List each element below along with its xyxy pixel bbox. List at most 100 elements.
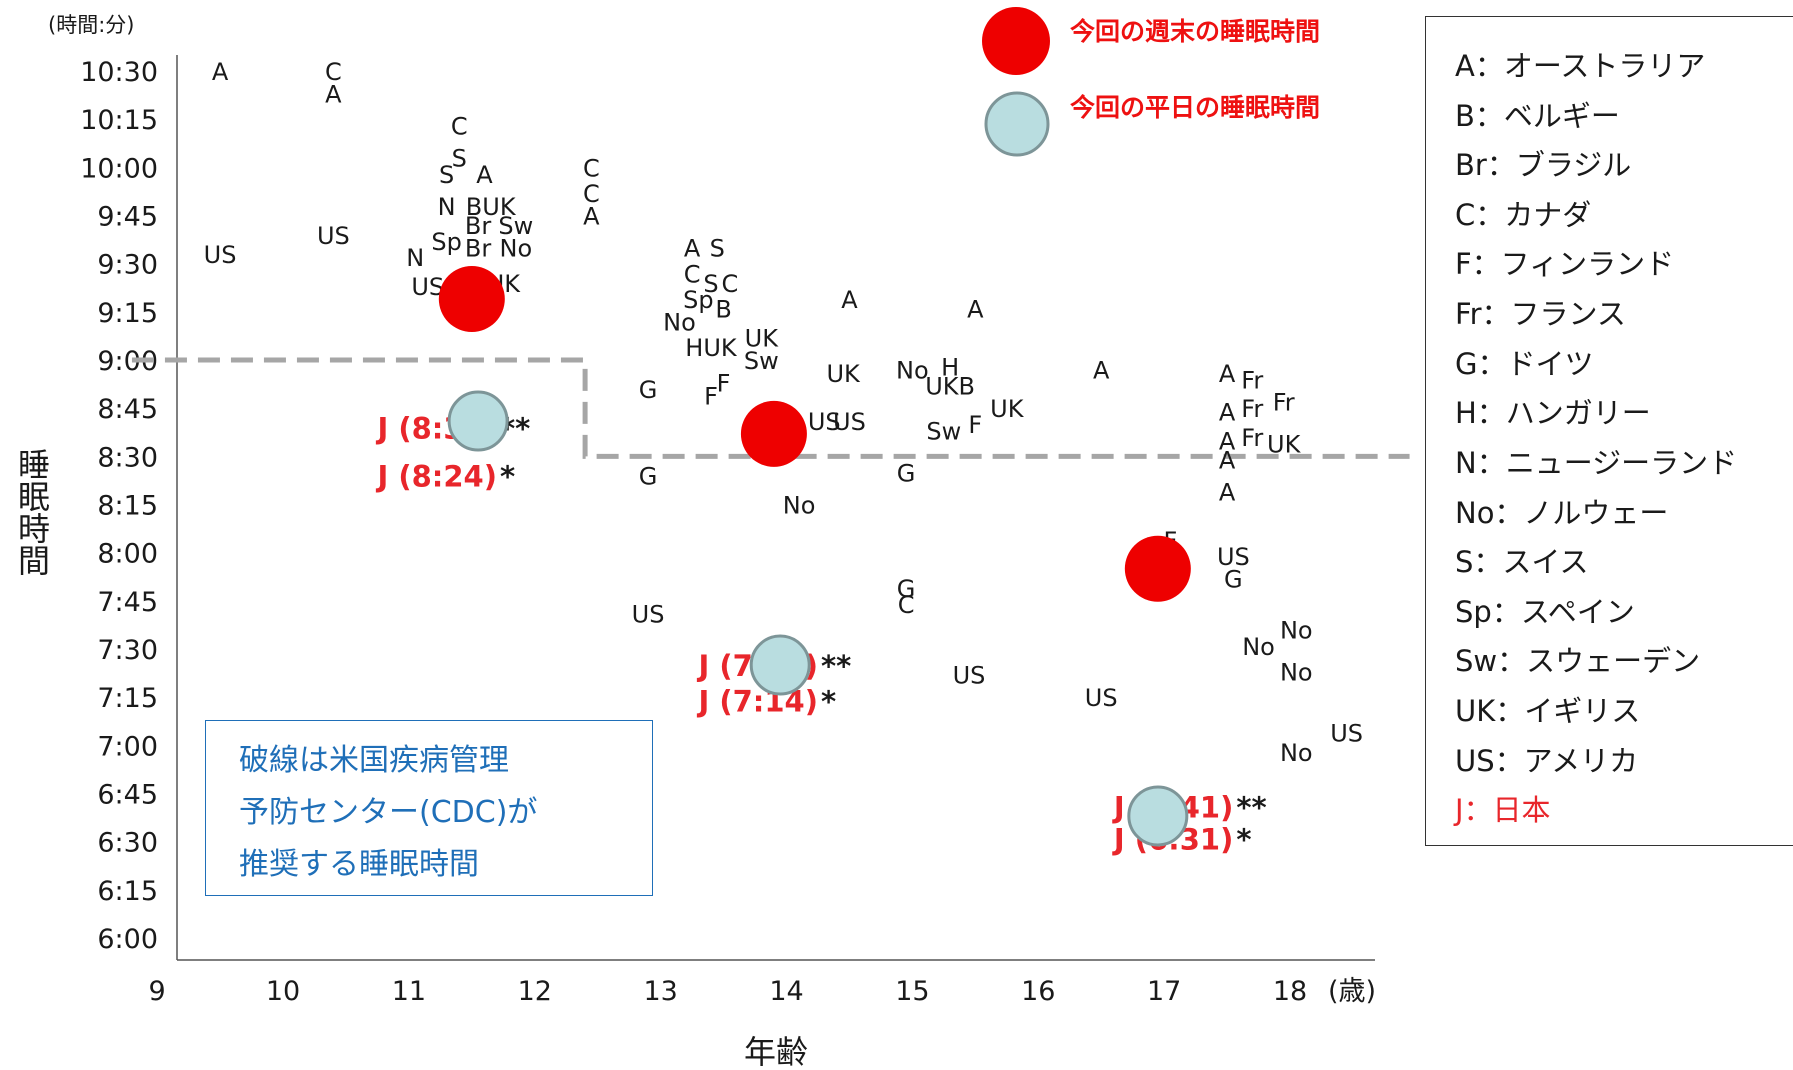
country-point-label: C xyxy=(721,270,738,298)
country-point-label: C xyxy=(325,58,342,86)
legend-item: G：ドイツ xyxy=(1455,347,1594,381)
y-tick-label: 8:00 xyxy=(97,539,158,570)
country-point-label: F xyxy=(704,382,718,410)
country-point-label: S xyxy=(710,235,725,263)
country-point-label: US xyxy=(953,662,986,690)
y-tick-label: 8:15 xyxy=(97,491,158,522)
legend-item: S：スイス xyxy=(1455,545,1589,579)
country-point-label: No xyxy=(783,492,816,520)
y-tick-label: 8:30 xyxy=(97,442,158,473)
country-point-label: G xyxy=(1224,565,1243,593)
country-point-label: Sw xyxy=(498,212,533,240)
legend-item: B：ベルギー xyxy=(1455,99,1620,133)
country-point-label: Sw xyxy=(744,347,779,375)
cdc-note-box: 破線は米国疾病管理 予防センター(CDC)が 推奨する睡眠時間 xyxy=(205,720,653,896)
country-point-label: A xyxy=(967,296,984,324)
japan-point-mark: * xyxy=(500,460,515,494)
country-point-label: No xyxy=(663,308,696,336)
country-point-label: UK xyxy=(745,325,780,353)
x-tick-label: 10 xyxy=(266,976,300,1007)
x-tick-label: 18 xyxy=(1273,976,1307,1007)
country-point-label: BUK xyxy=(466,193,517,221)
cdc-recommendation-line xyxy=(131,357,1410,459)
y-tick-label: 7:00 xyxy=(97,731,158,762)
country-point-label: G xyxy=(639,463,658,491)
country-point-label: US xyxy=(808,408,841,436)
country-point-label: No xyxy=(1280,739,1313,767)
country-point-label: No xyxy=(500,235,533,263)
country-legend: A：オーストラリア B：ベルギー Br：ブラジル C：カナダ F：フィンランド … xyxy=(1425,16,1793,846)
country-point-label: US xyxy=(833,408,866,436)
country-point-label: Sp xyxy=(431,228,461,256)
legend-item: No：ノルウェー xyxy=(1455,496,1669,530)
x-tick-label: 16 xyxy=(1021,976,1055,1007)
country-point-label: F xyxy=(717,369,731,397)
country-point-label: HUK xyxy=(685,334,738,362)
japan-point-mark: * xyxy=(821,684,836,718)
country-point-label: A xyxy=(583,203,600,231)
country-point-label: No xyxy=(896,357,929,385)
country-point-label: Fr xyxy=(1273,389,1295,417)
country-point-label: A xyxy=(325,80,342,108)
legend-item: Br：ブラジル xyxy=(1455,148,1632,182)
axes xyxy=(176,55,1375,961)
y-tick-label: 7:30 xyxy=(97,635,158,666)
country-point-label: G xyxy=(897,575,916,603)
country-point-label: US xyxy=(204,241,237,269)
legend-item: Sp：スペイン xyxy=(1455,595,1635,629)
country-point-label: UKB xyxy=(925,373,975,401)
japan-point-label: J (7:14) xyxy=(696,684,818,718)
x-tick-label: 13 xyxy=(643,976,677,1007)
x-tick-label: 12 xyxy=(518,976,552,1007)
country-point-label: A xyxy=(476,161,493,189)
country-point-label: N xyxy=(438,193,456,221)
japan-point-label: J (8:24) xyxy=(375,460,497,494)
legend-item-japan: J：日本 xyxy=(1455,793,1551,827)
country-point-label: Br xyxy=(465,235,491,263)
legend-weekday-label: 今回の平日の睡眠時間 xyxy=(1070,93,1320,122)
x-tick-label: 11 xyxy=(392,976,426,1007)
country-point-label: Fr xyxy=(1241,395,1263,423)
weekend-point xyxy=(1124,535,1191,602)
country-point-label: A xyxy=(1219,360,1236,388)
country-point-label: A xyxy=(841,286,858,314)
x-tick-labels: 9 10 11 12 13 14 15 16 17 18 xyxy=(149,976,1308,1007)
legend-item: F：フィンランド xyxy=(1455,247,1675,281)
cdc-note-line: 破線は米国疾病管理 xyxy=(239,743,509,778)
weekday-point xyxy=(447,390,509,452)
country-point-label: US xyxy=(1217,543,1250,571)
country-point-label: C xyxy=(684,260,701,288)
country-point-label: A xyxy=(684,235,701,263)
country-point-label: H xyxy=(941,353,959,381)
y-tick-label: 8:45 xyxy=(97,394,158,425)
country-point-label: C xyxy=(583,180,600,208)
y-axis-title: 睡眠時間 xyxy=(13,448,51,576)
cdc-note-line: 推奨する睡眠時間 xyxy=(239,847,479,882)
legend-item: N：ニュージーランド xyxy=(1455,446,1738,480)
legend-item: H：ハンガリー xyxy=(1455,396,1651,430)
y-tick-label: 9:15 xyxy=(97,298,158,329)
x-tick-label: 14 xyxy=(769,976,803,1007)
weekday-point xyxy=(749,634,811,696)
japan-point-mark: * xyxy=(1236,822,1251,856)
legend-weekday-marker xyxy=(984,91,1050,157)
country-point-label: A xyxy=(1219,479,1236,507)
y-unit-label: (時間:分) xyxy=(48,13,134,37)
country-point-label: UK xyxy=(1267,430,1302,458)
x-unit-label: (歳) xyxy=(1328,976,1376,1007)
x-tick-label: 9 xyxy=(149,976,166,1007)
y-tick-label: 10:15 xyxy=(80,105,158,136)
country-point-label: Fr xyxy=(1241,424,1263,452)
country-point-label: A xyxy=(212,58,229,86)
country-point-label: Fr xyxy=(1241,366,1263,394)
country-point-label: F xyxy=(968,411,982,439)
weekend-point xyxy=(740,400,807,467)
survey-points xyxy=(438,265,1191,847)
legend-weekend-marker xyxy=(982,7,1050,75)
japan-point-mark: ** xyxy=(1236,790,1266,824)
country-point-label: US xyxy=(411,273,444,301)
y-tick-label: 6:15 xyxy=(97,876,158,907)
legend-item: C：カナダ xyxy=(1455,198,1592,232)
country-point-label: Br xyxy=(465,212,491,240)
